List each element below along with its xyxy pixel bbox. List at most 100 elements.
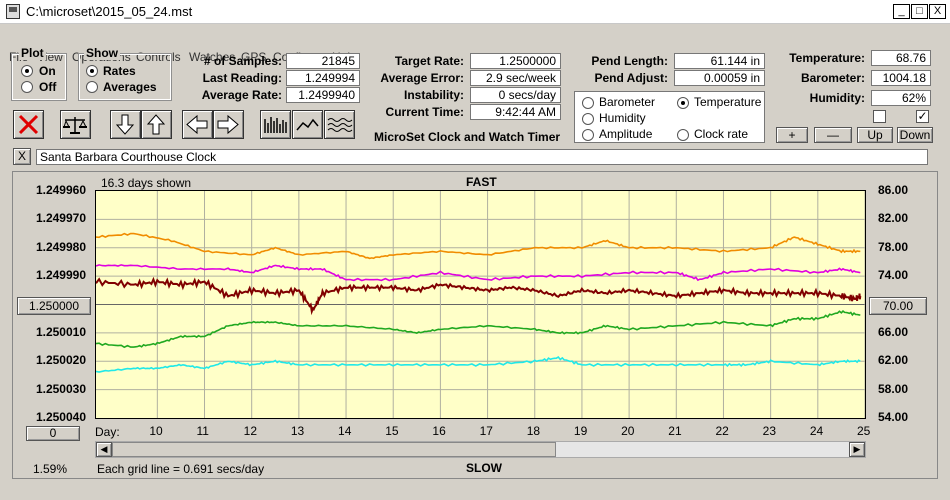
show-rates-radio[interactable] <box>86 65 98 77</box>
bars-view-button[interactable] <box>260 110 291 139</box>
line-graph-icon <box>296 118 319 131</box>
left-tick-label: 1.250010 <box>35 324 86 339</box>
show-group-title: Show <box>84 46 120 60</box>
left-tick-label: 1.249960 <box>35 183 86 197</box>
center-temperature-button[interactable]: 70.00 <box>869 297 927 315</box>
zero-button[interactable]: 0 <box>26 426 80 441</box>
menu-gps[interactable]: GPS <box>241 50 267 64</box>
series-clock-rate <box>95 276 862 316</box>
humidity-label: Humidity: <box>809 91 865 105</box>
amplitude-radio[interactable] <box>582 129 594 141</box>
right-tick-label: 82.00 <box>877 211 908 226</box>
arrow-right-button[interactable] <box>213 110 244 139</box>
average-rate-value: 1.2499940 <box>286 87 360 103</box>
show-averages-radio[interactable] <box>86 81 98 93</box>
show-averages-label[interactable]: Averages <box>103 80 157 94</box>
app-icon[interactable] <box>6 4 20 19</box>
humidity-option-label[interactable]: Humidity <box>599 111 646 125</box>
bar-graph-icon <box>264 117 287 133</box>
amplitude-option-label[interactable]: Amplitude <box>599 127 653 141</box>
balance-scale-icon <box>63 117 87 134</box>
scroll-left-arrow[interactable]: ◀ <box>96 442 112 457</box>
samples-label: # of Samples: <box>203 54 282 68</box>
humidity-value: 62% <box>871 90 931 106</box>
minimize-button[interactable]: _ <box>893 4 910 19</box>
up-button[interactable]: Up <box>857 127 893 143</box>
x-tick-label: 24 <box>809 424 824 438</box>
wave-view-button[interactable] <box>324 110 355 139</box>
arrow-up-button[interactable] <box>141 110 172 139</box>
maximize-button[interactable]: □ <box>911 4 928 19</box>
line-view-button[interactable] <box>292 110 323 139</box>
x-tick-label: 10 <box>149 424 163 438</box>
x-tick-label: 22 <box>715 424 729 438</box>
current-time-label: Current Time: <box>385 105 464 119</box>
instability-value: 0 secs/day <box>470 87 561 103</box>
temperature-label: Temperature: <box>789 51 865 65</box>
series-barometer <box>95 232 861 260</box>
barometer-radio[interactable] <box>582 97 594 109</box>
scroll-right-arrow[interactable]: ▶ <box>849 442 865 457</box>
left-tick-label: 1.250020 <box>35 353 86 368</box>
pend-length-value: 61.144 in <box>674 53 765 69</box>
right-tick-label: 86.00 <box>877 183 908 197</box>
clock-rate-option-label[interactable]: Clock rate <box>694 127 749 141</box>
plus-button[interactable]: + <box>776 127 808 143</box>
target-rate-label: Target Rate: <box>394 54 464 68</box>
left-tick-label: 1.250030 <box>35 381 86 396</box>
down-button[interactable]: Down <box>897 127 933 143</box>
checkbox-left[interactable] <box>873 110 886 123</box>
balance-button[interactable] <box>60 110 91 139</box>
plot-off-radio[interactable] <box>21 81 33 93</box>
plot-on-radio[interactable] <box>21 65 33 77</box>
plot-off-label[interactable]: Off <box>39 80 57 94</box>
plot-group-title: Plot <box>19 46 46 60</box>
right-tick-label: 62.00 <box>877 353 908 368</box>
right-tick-label: 78.00 <box>877 239 908 254</box>
slow-label: SLOW <box>466 461 502 475</box>
x-tick-label: 16 <box>432 424 446 438</box>
minus-button[interactable]: — <box>814 127 852 143</box>
x-icon <box>18 114 39 135</box>
x-tick-label: 14 <box>338 424 352 438</box>
percent-readout: 1.59% <box>33 462 68 476</box>
chart-scrollbar[interactable]: ◀ ▶ <box>95 441 866 458</box>
right-tick-label: 58.00 <box>877 381 908 396</box>
temperature-radio[interactable] <box>677 97 689 109</box>
clock-name-input[interactable]: Santa Barbara Courthouse Clock <box>36 149 928 165</box>
x-tick-label: 13 <box>290 424 305 438</box>
pend-adjust-value: 0.00059 in <box>674 70 765 86</box>
right-tick-label: 66.00 <box>877 324 908 339</box>
arrow-left-button[interactable] <box>182 110 213 139</box>
close-button[interactable]: X <box>929 4 946 19</box>
x-tick-label: 21 <box>668 424 682 438</box>
scroll-thumb[interactable] <box>112 442 556 457</box>
menu-watches[interactable]: Watches <box>189 50 236 64</box>
clock-rate-radio[interactable] <box>677 129 689 141</box>
day-label: Day: <box>95 425 120 439</box>
checkbox-right[interactable]: ✓ <box>916 109 929 123</box>
x-tick-label: 19 <box>573 424 588 438</box>
samples-value: 21845 <box>286 53 360 69</box>
barometer-option-label[interactable]: Barometer <box>599 95 656 109</box>
x-tick-label: 18 <box>526 424 541 438</box>
clear-name-button[interactable]: X <box>13 148 31 165</box>
temperature-option-label[interactable]: Temperature <box>694 95 762 109</box>
series-amplitude <box>95 355 861 373</box>
x-tick-label: 23 <box>762 424 776 438</box>
last-reading-value: 1.249994 <box>286 70 360 86</box>
left-tick-label: 1.249990 <box>35 268 86 283</box>
humidity-radio[interactable] <box>582 113 594 125</box>
menu-controls[interactable]: Controls <box>136 50 181 64</box>
arrow-down-button[interactable] <box>110 110 141 139</box>
arrow-right-icon <box>217 114 239 135</box>
x-tick-label: 12 <box>243 424 258 438</box>
stop-button[interactable] <box>13 110 44 139</box>
x-tick-label: 11 <box>196 424 209 438</box>
x-tick-label: 17 <box>479 424 493 438</box>
show-rates-label[interactable]: Rates <box>103 64 136 78</box>
current-time-value: 9:42:44 AM <box>470 104 561 120</box>
last-reading-label: Last Reading: <box>202 71 282 85</box>
plot-on-label[interactable]: On <box>39 64 56 78</box>
center-rate-button[interactable]: 1.250000 <box>17 297 91 315</box>
